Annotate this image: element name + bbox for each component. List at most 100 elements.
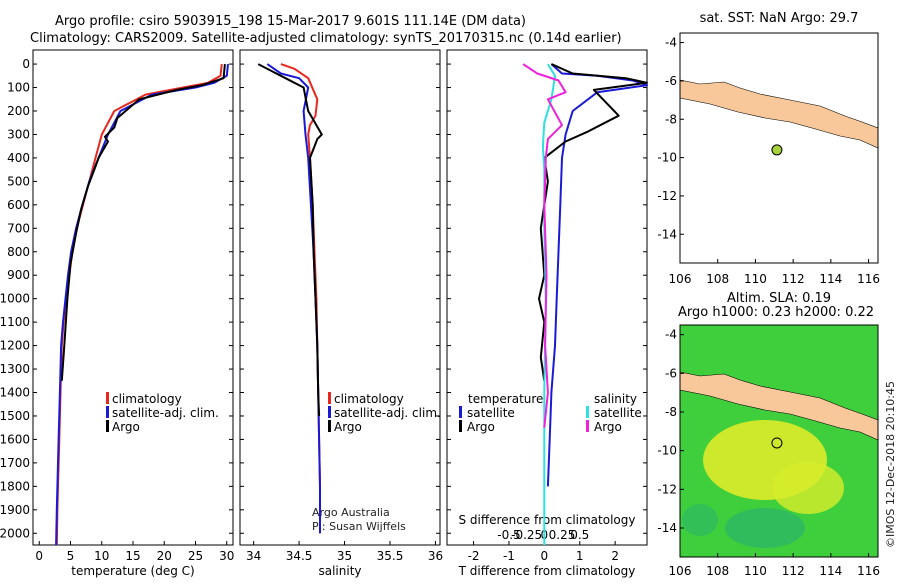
depth-tick-label: 1600 xyxy=(0,432,30,446)
difference-panel-frame xyxy=(446,49,648,546)
temperature-tick-label: 20 xyxy=(157,549,172,563)
sla-dark-patch-2 xyxy=(682,504,718,536)
map-lon-tick-label: 106 xyxy=(669,564,692,578)
t-diff-tick-label: 0 xyxy=(541,549,549,563)
legend-t-satellite: satellite xyxy=(467,406,515,420)
depth-tick-label: 300 xyxy=(7,127,30,141)
sla-map-title-2: Argo h1000: 0.23 h2000: 0.22 xyxy=(678,305,874,320)
salinity-note-argo-australia: Argo Australia xyxy=(312,506,390,519)
depth-tick-label: 2000 xyxy=(0,526,30,540)
series-line-satellite-adj-clim xyxy=(266,63,321,534)
map-lon-tick-label: 116 xyxy=(857,564,880,578)
salinity-legend: climatology satellite-adj. clim. Argo xyxy=(328,392,441,434)
map-lat-tick-label: -10 xyxy=(657,444,677,458)
s-diff-tick-label: -0.5 xyxy=(497,528,520,542)
depth-tick-label: 1400 xyxy=(0,386,30,400)
temperature-legend: climatology satellite-adj. clim. Argo xyxy=(106,392,219,434)
series-line-argo xyxy=(60,64,226,381)
salinity-panel-frame xyxy=(239,49,441,546)
t-diff-tick-label: 1 xyxy=(576,549,584,563)
map-lat-tick-label: -12 xyxy=(657,189,677,203)
legend-satellite: satellite-adj. clim. xyxy=(112,406,219,420)
legend-argo: Argo xyxy=(334,420,362,434)
imos-credit: ©IMOS 12-Dec-2018 20:10:45 xyxy=(884,381,897,548)
title-line-1: Argo profile: csiro 5903915_198 15-Mar-2… xyxy=(55,14,526,29)
salinity-tick-label: 34.5 xyxy=(286,549,313,563)
map-lon-tick-label: 106 xyxy=(669,272,692,286)
legend-climatology: climatology xyxy=(112,392,182,406)
depth-tick-label: 400 xyxy=(7,151,30,165)
depth-tick-label: 1100 xyxy=(0,315,30,329)
map-lat-tick-label: -14 xyxy=(657,227,677,241)
map-lon-tick-label: 114 xyxy=(819,564,842,578)
legend-argo: Argo xyxy=(112,420,140,434)
map-ticks-layer: 106 108 110 112 114 116 -4 -6 -8 -10 -12 -14 106 108 1… xyxy=(657,36,880,578)
series-layer xyxy=(55,63,648,546)
map-lon-tick-label: 114 xyxy=(819,272,842,286)
legend-s-argo: Argo xyxy=(594,420,622,434)
sla-dark-patch xyxy=(725,508,805,548)
depth-tick-label: 1900 xyxy=(0,503,30,517)
series-line-temperature-argo xyxy=(538,63,648,381)
t-diff-tick-label: -1 xyxy=(503,549,515,563)
depth-tick-label: 0 xyxy=(22,57,30,71)
difference-xlabel: T difference from climatology xyxy=(458,564,636,578)
sst-map-frame xyxy=(679,32,879,264)
salinity-tick-label: 35 xyxy=(337,549,352,563)
s-diff-tick-label: 0.25 xyxy=(549,528,576,542)
salinity-xlabel: salinity xyxy=(318,564,361,578)
depth-tick-label: 1700 xyxy=(0,456,30,470)
depth-tick-label: 700 xyxy=(7,221,30,235)
map-lat-tick-label: -6 xyxy=(665,74,677,88)
depth-tick-label: 1300 xyxy=(0,362,30,376)
float-position-marker xyxy=(771,437,783,449)
map-lon-tick-label: 110 xyxy=(744,564,767,578)
map-lat-tick-label: -8 xyxy=(665,112,677,126)
map-lon-tick-label: 108 xyxy=(706,272,729,286)
map-lat-tick-label: -12 xyxy=(657,482,677,496)
depth-tick-label: 900 xyxy=(7,268,30,282)
series-line-satellite-adj-clim xyxy=(55,63,229,546)
temperature-tick-label: 30 xyxy=(219,549,234,563)
map-lat-tick-label: -10 xyxy=(657,151,677,165)
legend-s-satellite: satellite xyxy=(594,406,642,420)
depth-tick-label: 100 xyxy=(7,81,30,95)
axis-ticks-layer: 0100200300400500600700800900100011001200… xyxy=(0,57,647,563)
depth-tick-label: 1800 xyxy=(0,479,30,493)
map-lat-tick-label: -8 xyxy=(665,405,677,419)
s-diff-tick-label: -0.25 xyxy=(511,528,542,542)
temperature-panel-frame xyxy=(32,49,234,546)
salinity-tick-label: 36 xyxy=(428,549,443,563)
temperature-tick-label: 15 xyxy=(125,549,140,563)
difference-legend: temperature satellite Argo salinity sate… xyxy=(459,392,642,434)
depth-tick-label: 800 xyxy=(7,245,30,259)
temperature-xlabel: temperature (deg C) xyxy=(71,564,194,578)
temperature-tick-label: 5 xyxy=(67,549,75,563)
map-lon-tick-label: 110 xyxy=(744,272,767,286)
series-line-argo xyxy=(257,63,323,417)
series-line-climatology xyxy=(55,63,223,546)
depth-tick-label: 600 xyxy=(7,198,30,212)
sla-yellow-anomaly-2 xyxy=(772,462,844,514)
map-lon-tick-label: 116 xyxy=(857,272,880,286)
legend-temperature-title: temperature xyxy=(468,392,543,406)
s-difference-xlabel: S difference from climatology xyxy=(459,513,636,527)
map-lon-tick-label: 112 xyxy=(782,564,805,578)
map-lat-tick-label: -14 xyxy=(657,521,677,535)
salinity-tick-label: 34 xyxy=(246,549,261,563)
series-line-climatology xyxy=(280,63,321,534)
map-lat-tick-label: -4 xyxy=(665,328,677,342)
depth-tick-label: 1500 xyxy=(0,409,30,423)
temperature-tick-label: 0 xyxy=(35,549,43,563)
sst-map-title: sat. SST: NaN Argo: 29.7 xyxy=(700,11,859,26)
legend-climatology: climatology xyxy=(334,392,404,406)
legend-salinity-title: salinity xyxy=(594,392,637,406)
map-lon-tick-label: 108 xyxy=(706,564,729,578)
map-lon-tick-label: 112 xyxy=(782,272,805,286)
legend-satellite: satellite-adj. clim. xyxy=(334,406,441,420)
salinity-note-pi: PI: Susan Wijffels xyxy=(312,520,406,533)
title-line-2: Climatology: CARS2009. Satellite-adjuste… xyxy=(30,31,622,46)
t-diff-tick-label: 2 xyxy=(611,549,619,563)
legend-t-argo: Argo xyxy=(467,420,495,434)
